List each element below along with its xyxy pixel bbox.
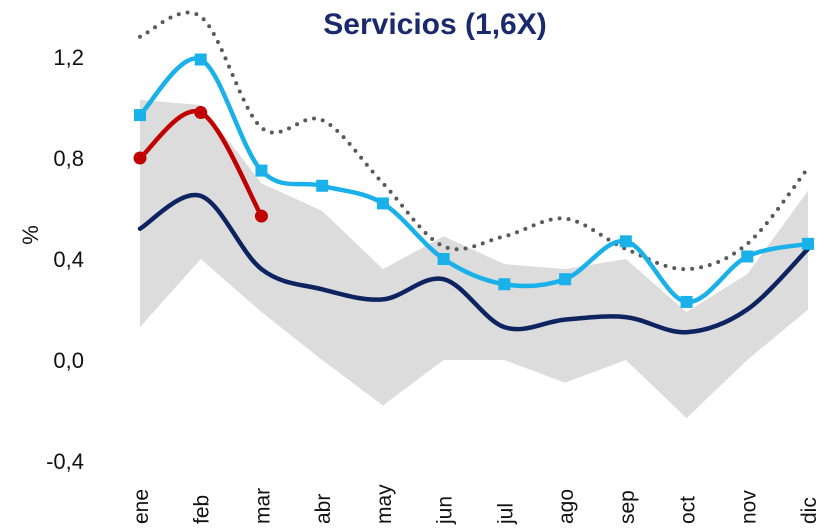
x-tick-label: abr [312, 494, 335, 524]
x-tick-label: mar [251, 488, 274, 524]
marker [498, 278, 511, 291]
marker [559, 273, 572, 286]
x-tick-label: feb [191, 495, 214, 524]
marker [194, 53, 207, 66]
x-tick-label: sep [616, 490, 639, 524]
y-tick-label: 0,0 [53, 348, 84, 373]
x-tick-label: nov [737, 490, 760, 524]
marker [254, 209, 268, 223]
series-line [137, 192, 811, 335]
marker [316, 179, 329, 192]
marker [437, 253, 450, 265]
marker [134, 109, 146, 122]
range-band [140, 99, 808, 419]
marker [741, 250, 754, 263]
series-line [138, 10, 810, 272]
marker [133, 151, 147, 165]
y-tick-label: 1,2 [53, 45, 84, 70]
y-tick-label: 0,4 [53, 247, 84, 272]
marker [255, 164, 268, 177]
x-tick-label: jul [494, 503, 517, 525]
x-tick-label: ene [130, 489, 153, 524]
marker [619, 235, 632, 248]
x-tick-label: may [373, 484, 396, 524]
marker [194, 106, 208, 120]
marker [680, 295, 693, 308]
marker [802, 237, 814, 250]
x-tick-label: dic [798, 497, 820, 524]
x-tick-label: jun [434, 496, 457, 525]
chart-title: Servicios (1,6X) [323, 8, 546, 41]
marker [376, 197, 389, 210]
y-tick-label: 0,8 [53, 146, 84, 171]
x-tick-label: oct [677, 496, 700, 524]
y-axis-label: % [18, 225, 43, 245]
y-tick-label: -0,4 [46, 449, 84, 474]
x-tick-label: ago [555, 489, 578, 524]
